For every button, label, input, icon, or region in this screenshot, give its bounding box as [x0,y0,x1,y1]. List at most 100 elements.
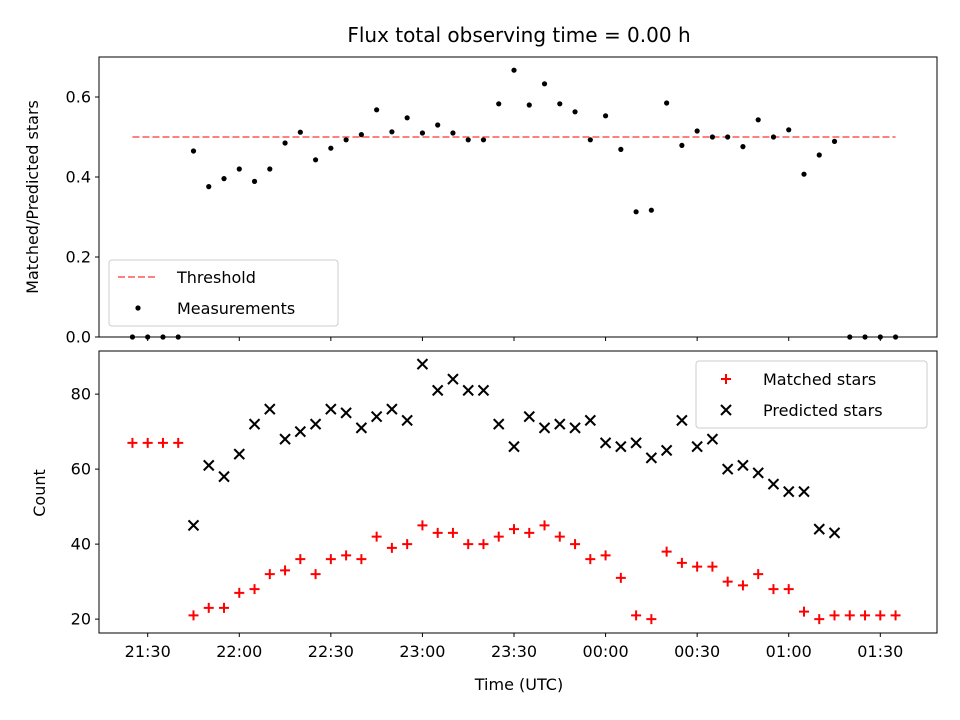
matched-star-point [234,587,245,598]
predicted-star-point [706,433,719,445]
measurement-point [236,166,242,172]
measurement-point [526,102,532,108]
top-panel: 0.0 0.2 0.4 0.6 Threshold Measurements [66,56,938,347]
measurement-point [786,127,792,133]
measurement-point [648,207,654,213]
matched-star-point [249,584,260,595]
top-y-tick-label: 0.0 [66,328,91,347]
matched-star-point [509,524,519,535]
matched-star-point [280,565,291,576]
predicted-marker-stroke [569,422,581,434]
predicted-star-point [218,470,230,483]
measurement-point [389,129,395,135]
predicted-star-point [370,410,383,423]
measurement-point [587,137,593,143]
x-tick-label: 01:30 [857,642,903,661]
predicted-marker-stroke [599,437,612,449]
measurement-point [190,148,197,154]
top-y-tick-label: 0.6 [66,88,91,107]
predicted-star-point [660,444,673,457]
measurement-point [602,113,609,119]
predicted-star-point [752,467,764,479]
x-tick-label: 00:30 [674,642,720,661]
matched-star-point [783,584,794,595]
measurement-point [709,134,716,140]
predicted-marker-stroke [340,407,352,419]
predicted-star-point [645,452,658,464]
top-axes-frame [98,56,938,338]
threshold-legend-label: Threshold [176,268,256,287]
bottom-axes-frame [98,350,938,634]
matched-star-point [737,580,748,591]
predicted-marker-stroke [660,444,673,457]
top-legend-frame [108,259,339,327]
bottom-y-tick-label: 20 [71,610,91,629]
measurement-point [343,137,349,143]
top-y-tick-label: 0.2 [66,248,91,267]
matched-star-point [417,520,428,531]
predicted-star-point [462,384,474,397]
measurement-point [801,171,807,177]
matched-star-point [325,554,336,565]
x-tick-label: 21:30 [125,642,171,661]
measurement-point [465,137,471,143]
measurement-point [282,140,288,146]
matched-star-point [631,610,642,621]
measurement-point [831,138,838,144]
predicted-marker-stroke [218,470,230,483]
measurement-point [419,130,426,136]
measurement-point [374,107,380,113]
predicted-marker-stroke [752,467,764,479]
predicted-marker-stroke [584,414,597,427]
measurement-point [358,132,364,138]
predicted-star-point [294,425,307,438]
predicted-marker-stroke [767,478,780,490]
predicted-marker-stroke [264,403,276,415]
matched-star-point [692,561,703,572]
x-tick-label: 00:00 [583,642,629,661]
predicted-star-point [569,422,581,434]
predicted-star-point [340,407,352,419]
predicted-star-point [477,384,490,397]
predicted-star-point [416,358,429,370]
predicted-star-point [691,440,703,453]
x-tick-label: 23:30 [491,642,537,661]
measurement-point [328,145,334,151]
predicted-star-point [187,519,200,532]
measurement-point [450,130,456,136]
predicted-star-point [783,485,795,498]
matched-star-point [600,550,611,561]
matched-star-point [188,610,199,621]
predicted-marker-stroke [645,452,658,464]
predicted-marker-stroke [493,418,505,430]
predicted-marker-stroke [477,384,490,397]
matched-star-point [447,527,458,538]
predicted-star-point [798,485,810,498]
predicted-star-point [813,523,825,535]
predicted-marker-stroke [203,459,215,472]
matched-star-point [173,437,184,448]
predicted-marker-stroke [325,403,337,415]
measurement-point [679,142,685,148]
matched-star-point [646,614,657,625]
predicted-legend-label: Predicted stars [763,401,883,420]
measurement-point [740,144,746,150]
predicted-star-point [508,440,520,453]
measurement-point [725,134,731,140]
predicted-legend-swatch [720,404,732,416]
predicted-star-point [264,403,276,415]
predicted-star-point [615,440,627,453]
predicted-marker-stroke [447,373,459,385]
predicted-marker-stroke [783,485,795,498]
predicted-marker-stroke [233,448,245,460]
predicted-marker-stroke [630,437,642,449]
bottom-panel: 20 40 60 80 21:30 22:00 22:30 23:00 23:30 00:00 00… [71,350,938,661]
predicted-marker-stroke [721,463,734,475]
top-y-axis-label: Matched/Predicted stars [23,100,42,294]
predicted-marker-stroke [737,459,749,472]
bottom-legend: Matched stars Predicted stars [695,360,928,429]
predicted-marker-stroke [309,418,322,430]
bottom-y-tick-label: 60 [71,460,91,479]
measurement-point [480,137,487,143]
